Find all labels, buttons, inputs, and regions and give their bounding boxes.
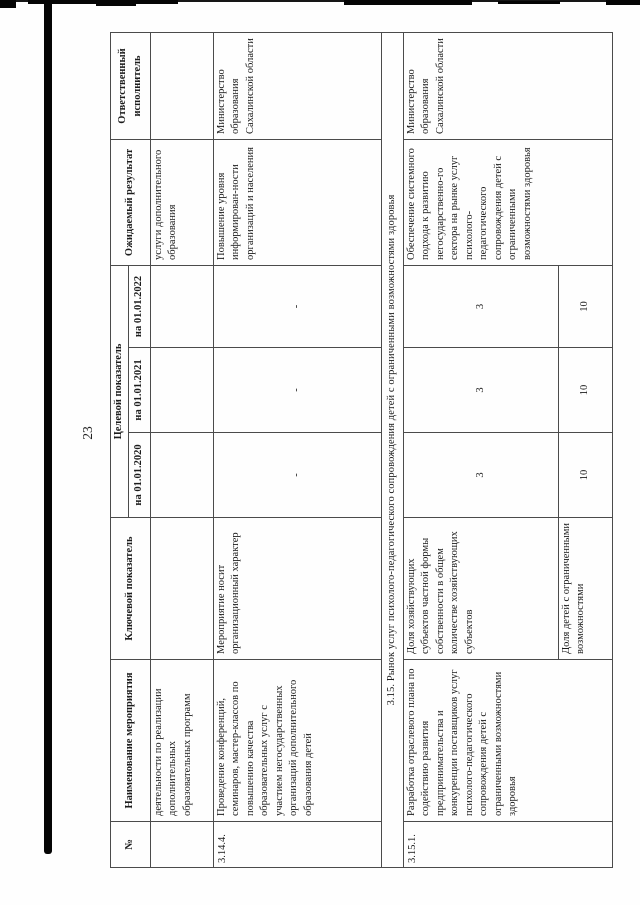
col-header-responsible: Ответственный исполнитель bbox=[110, 32, 151, 140]
cell-responsible: Министерство образования Сахалинской обл… bbox=[213, 32, 382, 140]
col-header-expected-result: Ожидаемый результат bbox=[110, 139, 151, 266]
cell-target-2021: 10 bbox=[558, 347, 613, 433]
subcol-header-2022: на 01.01.2022 bbox=[128, 265, 151, 348]
scan-artifact-top-edge bbox=[0, 0, 16, 8]
cell-target-2022: 10 bbox=[558, 265, 613, 348]
cell-key: Мероприятие носит организационный характ… bbox=[213, 517, 382, 660]
cell-target-2022: 3 bbox=[403, 265, 559, 348]
cell-target-2022: - bbox=[213, 265, 382, 348]
cell-num bbox=[150, 821, 214, 868]
cell-target-2020: - bbox=[213, 432, 382, 518]
cell-target-2020: 10 bbox=[558, 432, 613, 518]
scan-artifact-top-edge bbox=[498, 1, 560, 4]
cell-num: 3.15.1. bbox=[403, 821, 613, 868]
rotated-landscape-sheet: 23 № Наименование мероприятия Ключевой п… bbox=[80, 32, 613, 868]
table-header-row-1: № Наименование мероприятия Ключевой пока… bbox=[110, 32, 151, 868]
scan-artifact-left-bar bbox=[44, 0, 52, 854]
table-row-3-14-4: 3.14.4. Проведение конференций, семинаро… bbox=[213, 32, 382, 868]
cell-responsible bbox=[150, 32, 214, 140]
table-row-3-15-1a: 3.15.1. Разработка отраслевого плана по … bbox=[403, 32, 613, 868]
cell-key bbox=[150, 517, 214, 660]
table-row-continuation: деятельности по реализации дополнительны… bbox=[150, 32, 214, 868]
col-header-key-indicator: Ключевой показатель bbox=[110, 517, 151, 660]
cell-target-2020 bbox=[150, 432, 214, 518]
subcol-header-2021: на 01.01.2021 bbox=[128, 347, 151, 433]
section-row-label: 3.15. Рынок услуг психолого-педагогическ… bbox=[381, 32, 404, 868]
col-header-target-group: Целевой показатель bbox=[110, 265, 129, 518]
cell-key: Доля детей с ограниченными возможностями bbox=[558, 517, 613, 660]
cell-name: деятельности по реализации дополнительны… bbox=[150, 659, 214, 822]
col-header-num: № bbox=[110, 821, 151, 868]
subcol-header-2020: на 01.01.2020 bbox=[128, 432, 151, 518]
scan-artifact-top-edge bbox=[606, 0, 640, 5]
cell-name: Проведение конференций, семинаров, масте… bbox=[213, 659, 382, 822]
cell-target-2022 bbox=[150, 265, 214, 348]
scan-artifact-top-edge bbox=[0, 0, 640, 2]
cell-target-2021: 3 bbox=[403, 347, 559, 433]
cell-key: Доля хозяйствующих субъектов частной фор… bbox=[403, 517, 559, 660]
cell-expected: Обеспечение системного подхода к развити… bbox=[403, 139, 613, 266]
cell-expected: услуги дополнительного образования bbox=[150, 139, 214, 266]
scan-artifact-top-edge bbox=[344, 0, 472, 5]
cell-target-2020: 3 bbox=[403, 432, 559, 518]
cell-name: Разработка отраслевого плана по содейств… bbox=[403, 659, 613, 822]
cell-expected: Повышение уровня информирован-ности орга… bbox=[213, 139, 382, 266]
col-header-name: Наименование мероприятия bbox=[110, 659, 151, 822]
page-number: 23 bbox=[80, 426, 95, 440]
section-row-3-15: 3.15. Рынок услуг психолого-педагогическ… bbox=[381, 32, 404, 868]
cell-num: 3.14.4. bbox=[213, 821, 382, 868]
action-plan-table: № Наименование мероприятия Ключевой пока… bbox=[110, 32, 613, 868]
cell-target-2021 bbox=[150, 347, 214, 433]
scan-artifact-top-edge bbox=[96, 0, 136, 6]
cell-responsible: Министерство образования Сахалинской обл… bbox=[403, 32, 613, 140]
cell-target-2021: - bbox=[213, 347, 382, 433]
